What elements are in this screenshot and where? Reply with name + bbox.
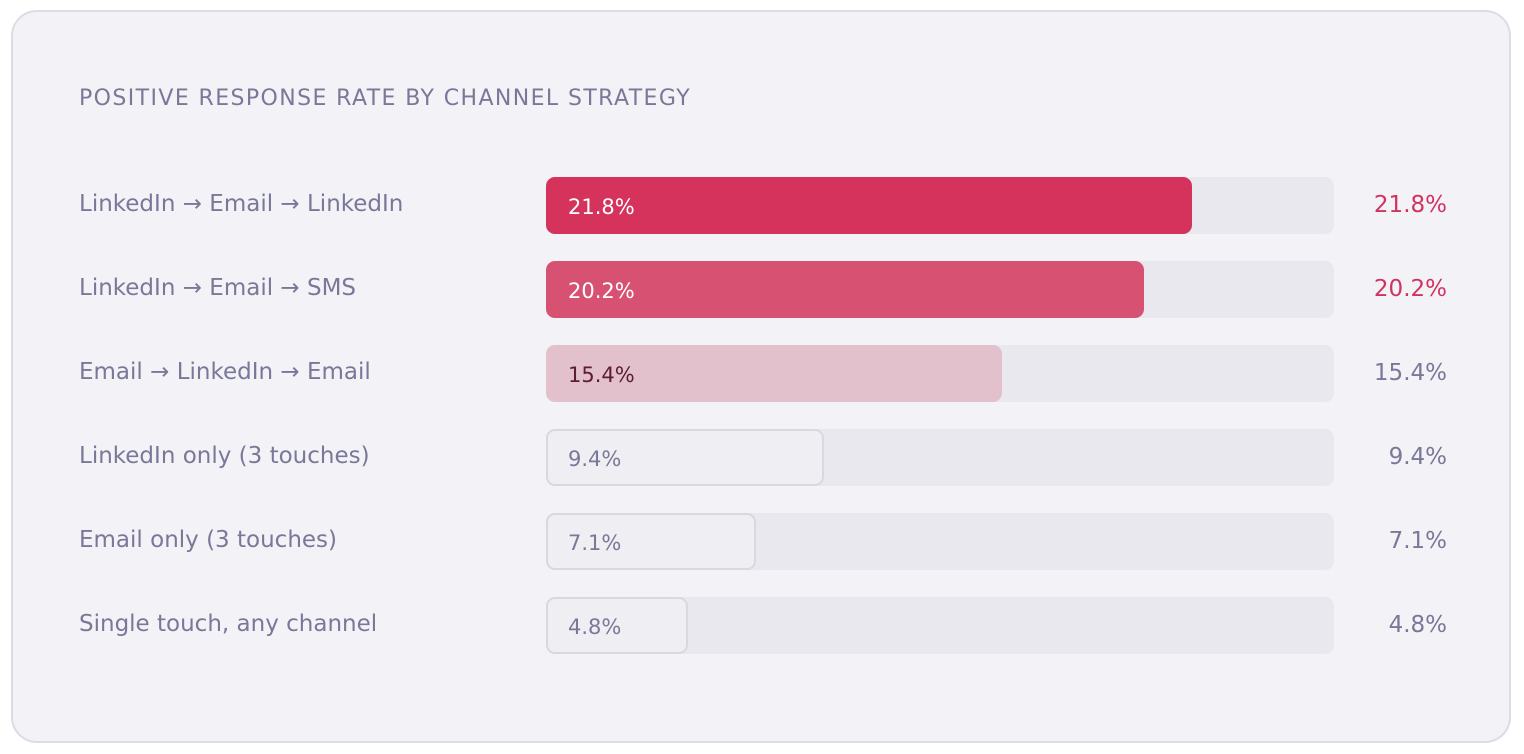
- bar-value-label: 15.4%: [1373, 360, 1447, 386]
- bar-fill: 21.8%: [546, 177, 1192, 234]
- bar-fill: 20.2%: [546, 261, 1144, 318]
- bar-value-label: 4.8%: [1388, 612, 1447, 638]
- bar-fill: 7.1%: [546, 513, 756, 570]
- bar-inner-label: 21.8%: [568, 195, 635, 219]
- category-label: Single touch, any channel: [79, 611, 378, 637]
- bar-row: Email → LinkedIn → Email 15.4% 15.4%: [13, 345, 1509, 402]
- bar-fill: 4.8%: [546, 597, 688, 654]
- bar-fill: 15.4%: [546, 345, 1002, 402]
- bar-track: 20.2%: [546, 261, 1334, 318]
- bar-row: LinkedIn only (3 touches) 9.4% 9.4%: [13, 429, 1509, 486]
- bar-inner-label: 7.1%: [568, 531, 622, 555]
- bar-inner-label: 15.4%: [568, 363, 635, 387]
- bar-row: LinkedIn → Email → SMS 20.2% 20.2%: [13, 261, 1509, 318]
- bar-track: 21.8%: [546, 177, 1334, 234]
- bar-row: Email only (3 touches) 7.1% 7.1%: [13, 513, 1509, 570]
- bar-track: 7.1%: [546, 513, 1334, 570]
- category-label: Email only (3 touches): [79, 527, 337, 553]
- bar-row: Single touch, any channel 4.8% 4.8%: [13, 597, 1509, 654]
- category-label: LinkedIn only (3 touches): [79, 443, 370, 469]
- bar-value-label: 7.1%: [1388, 528, 1447, 554]
- bar-track: 15.4%: [546, 345, 1334, 402]
- category-label: LinkedIn → Email → SMS: [79, 275, 357, 301]
- category-label: LinkedIn → Email → LinkedIn: [79, 191, 404, 217]
- bar-value-label: 21.8%: [1373, 192, 1447, 218]
- bar-track: 4.8%: [546, 597, 1334, 654]
- category-label: Email → LinkedIn → Email: [79, 359, 371, 385]
- bar-fill: 9.4%: [546, 429, 824, 486]
- bar-inner-label: 20.2%: [568, 279, 635, 303]
- bar-value-label: 20.2%: [1373, 276, 1447, 302]
- chart-title: POSITIVE RESPONSE RATE BY CHANNEL STRATE…: [79, 86, 692, 111]
- chart-card: POSITIVE RESPONSE RATE BY CHANNEL STRATE…: [11, 10, 1511, 743]
- bar-row: LinkedIn → Email → LinkedIn 21.8% 21.8%: [13, 177, 1509, 234]
- bar-inner-label: 4.8%: [568, 615, 622, 639]
- bar-inner-label: 9.4%: [568, 447, 622, 471]
- bar-value-label: 9.4%: [1388, 444, 1447, 470]
- bar-track: 9.4%: [546, 429, 1334, 486]
